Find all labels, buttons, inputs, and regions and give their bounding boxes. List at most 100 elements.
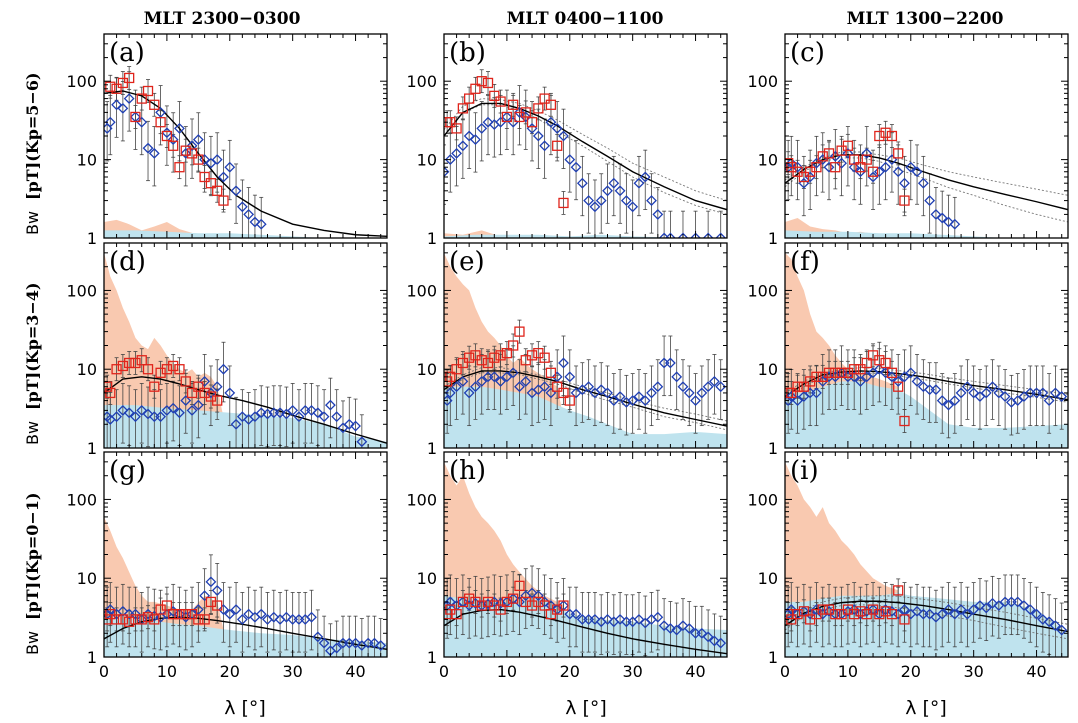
observed-square-point (142, 364, 154, 375)
model-diamond-point (262, 408, 273, 420)
observed-square-point (886, 608, 898, 620)
model-diamond-point (1012, 395, 1024, 406)
model-diamond-point (558, 357, 569, 369)
observed-square-point (533, 596, 544, 608)
observed-square-point (111, 83, 122, 94)
observed-square-point (476, 355, 487, 366)
observed-square-point (836, 367, 847, 378)
blue-shaded-band (104, 230, 387, 238)
x-tick-label: 30 (622, 662, 642, 681)
observed-square-point (830, 608, 841, 620)
observed-square-point (830, 367, 841, 378)
model-diamond-point (1005, 396, 1017, 408)
panel: 1 10 100 (f) (747, 242, 1069, 458)
y-tick-label: 1 (768, 439, 778, 458)
panel-tag: (f) (790, 247, 820, 277)
model-diamond-point (331, 642, 343, 654)
model-diamond-point (968, 387, 980, 399)
model-diamond-point (880, 604, 892, 615)
x-tick-label: 40 (345, 662, 365, 681)
observed-square-point (526, 600, 538, 611)
model-diamond-point (664, 232, 676, 238)
observed-square-point (792, 166, 803, 177)
model-diamond-point (470, 134, 481, 146)
observed-square-point (545, 367, 557, 378)
model-diamond-point (627, 395, 639, 406)
observed-square-point (874, 355, 885, 366)
model-diamond-point (646, 195, 657, 207)
model-diamond-point (677, 232, 689, 238)
y-tick-label: 10 (77, 360, 97, 379)
model-diamond-point (899, 177, 910, 189)
observed-square-point (886, 130, 898, 142)
observed-square-point (880, 606, 891, 617)
model-diamond-point (683, 623, 695, 634)
model-diamond-point (702, 381, 714, 393)
model-diamond-point (917, 177, 929, 189)
model-diamond-point (117, 404, 129, 416)
y-tick-label: 1 (87, 229, 97, 248)
row-label-unit: Bw (23, 631, 42, 655)
model-diamond-point (1024, 604, 1036, 615)
y-tick-label: 100 (747, 72, 778, 91)
model-diamond-point (980, 602, 992, 614)
observed-square-point (539, 93, 550, 104)
panel-plot-area (444, 252, 727, 448)
fit-curve (104, 90, 387, 238)
panel: 1 10 100 (b) (406, 33, 728, 248)
observed-square-point (464, 93, 475, 104)
model-diamond-point (507, 367, 519, 379)
model-diamond-point (243, 608, 255, 620)
model-diamond-point (224, 387, 236, 399)
model-diamond-point (880, 367, 892, 379)
model-diamond-point (658, 620, 670, 632)
y-tick-label: 1 (768, 648, 778, 667)
model-diamond-point (987, 381, 998, 393)
column-title: MLT 2300−0300 (144, 9, 301, 29)
model-diamond-point (117, 605, 129, 617)
model-diamond-point (192, 134, 204, 146)
observed-square-point (470, 83, 481, 94)
fit-curve (785, 600, 1068, 633)
model-diamond-point (306, 404, 317, 416)
model-diamond-point (488, 371, 500, 383)
blue-shaded-band (104, 619, 387, 657)
model-diamond-point (955, 604, 967, 615)
model-diamond-point (639, 171, 651, 183)
model-diamond-point (633, 177, 645, 189)
model-diamond-point (104, 116, 116, 128)
panel-tag: (d) (109, 247, 146, 277)
observed-square-point (558, 600, 569, 611)
observed-square-point (526, 350, 538, 361)
x-tick-label: 30 (282, 662, 302, 681)
observed-square-point (105, 608, 116, 620)
model-diamond-point (180, 395, 192, 406)
model-diamond-point (930, 208, 942, 220)
model-diamond-point (690, 395, 701, 406)
observed-square-point (849, 154, 860, 165)
observed-square-point (823, 367, 835, 378)
y-tick-label: 100 (406, 281, 437, 300)
blue-shaded-band (444, 234, 727, 238)
model-diamond-point (993, 387, 1005, 399)
y-tick-label: 100 (406, 72, 437, 91)
observed-square-point (451, 364, 462, 375)
model-diamond-point (495, 597, 507, 609)
model-diamond-point (848, 161, 860, 173)
model-diamond-point (1037, 613, 1049, 625)
model-diamond-point (930, 384, 942, 396)
model-diamond-point (589, 613, 601, 625)
model-diamond-point (514, 106, 525, 118)
x-tick-label: 0 (439, 662, 449, 681)
model-diamond-point (652, 208, 664, 220)
model-diamond-point (905, 367, 917, 379)
model-diamond-point (652, 611, 664, 623)
observed-square-point (212, 395, 223, 406)
model-diamond-point (715, 637, 727, 649)
fit-curve (785, 370, 1068, 401)
model-diamond-point (936, 608, 948, 620)
observed-square-point (174, 162, 185, 173)
observed-square-point (199, 171, 210, 183)
panel: 1 10 100 0 10 20 30 40 (g) (66, 451, 388, 681)
observed-square-point (168, 608, 179, 620)
